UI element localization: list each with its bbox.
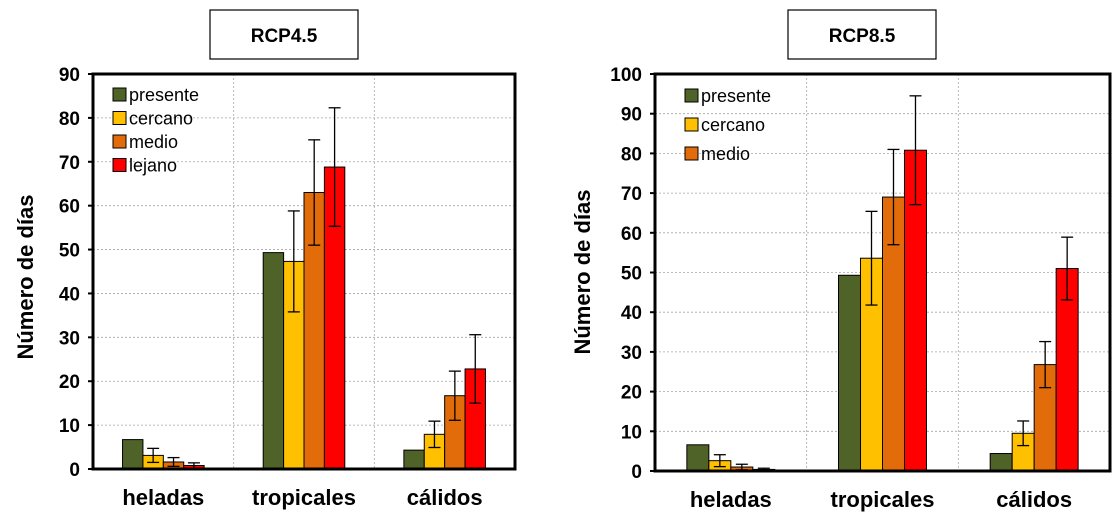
bar xyxy=(989,453,1013,472)
y-tick-label: 90 xyxy=(621,105,642,126)
y-tick-label: 80 xyxy=(621,144,642,165)
legend-swatch xyxy=(684,146,699,161)
legend-swatch xyxy=(684,88,699,103)
y-axis-label: Número de días xyxy=(13,194,38,359)
legend-label: cercano xyxy=(701,115,765,135)
legend-swatch xyxy=(112,111,127,125)
y-tick-label: 20 xyxy=(59,372,80,393)
chart-rcp45: RCP4.5 Número de días heladas tropicales c… xyxy=(13,9,517,510)
y-tick-label: 30 xyxy=(59,328,80,349)
legend-label: lejano xyxy=(129,156,177,176)
y-tick-label: 90 xyxy=(59,65,80,86)
category-label: cálidos xyxy=(996,487,1072,512)
y-tick-label: 0 xyxy=(631,462,642,483)
legend-label: medio xyxy=(129,132,178,152)
y-tick-label: 60 xyxy=(621,224,642,245)
bar xyxy=(262,252,285,470)
category-label: tropicales xyxy=(831,487,935,512)
plot-frame xyxy=(91,72,517,471)
title-box xyxy=(209,9,359,60)
y-tick-label: 0 xyxy=(69,460,80,481)
y-tick-label: 50 xyxy=(59,241,80,262)
y-tick-label: 80 xyxy=(59,109,80,130)
legend-swatch xyxy=(684,117,699,132)
legend-swatch xyxy=(112,87,127,102)
category-label: heladas xyxy=(690,487,772,512)
chart-rcp85: RCP8.5 Número de días heladas tropicales c… xyxy=(570,9,1112,512)
bar xyxy=(403,449,425,470)
bar xyxy=(686,444,710,472)
legend-label: presente xyxy=(701,86,771,106)
y-tick-label: 50 xyxy=(621,264,642,285)
category-label: heladas xyxy=(122,485,204,510)
y-tick-label: 10 xyxy=(59,416,80,437)
y-tick-label: 30 xyxy=(621,343,642,364)
y-tick-label: 70 xyxy=(621,184,642,205)
bar xyxy=(122,439,144,470)
legend-swatch xyxy=(112,158,127,172)
y-tick-label: 70 xyxy=(59,153,80,174)
legend-label: medio xyxy=(701,144,750,164)
y-axis-label: Número de días xyxy=(570,189,595,354)
legend-label: cercano xyxy=(129,109,193,129)
category-label: cálidos xyxy=(407,485,483,510)
chart-title: RCP8.5 xyxy=(829,26,896,47)
y-tick-label: 60 xyxy=(59,197,80,218)
y-tick-label: 20 xyxy=(621,383,642,404)
y-tick-label: 40 xyxy=(621,303,642,324)
y-tick-label: 100 xyxy=(610,65,642,86)
title-box xyxy=(787,9,937,60)
chart-title: RCP4.5 xyxy=(251,26,318,47)
legend-swatch xyxy=(112,134,127,149)
y-tick-label: 10 xyxy=(621,422,642,443)
y-tick-label: 40 xyxy=(59,284,80,305)
category-label: tropicales xyxy=(252,485,356,510)
plot-frame xyxy=(653,72,1112,473)
bar xyxy=(838,274,862,472)
legend-label: presente xyxy=(129,85,199,105)
